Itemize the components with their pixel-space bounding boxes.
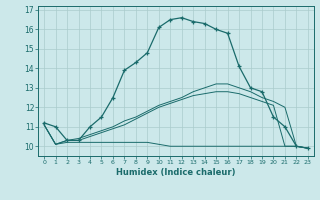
- X-axis label: Humidex (Indice chaleur): Humidex (Indice chaleur): [116, 168, 236, 177]
